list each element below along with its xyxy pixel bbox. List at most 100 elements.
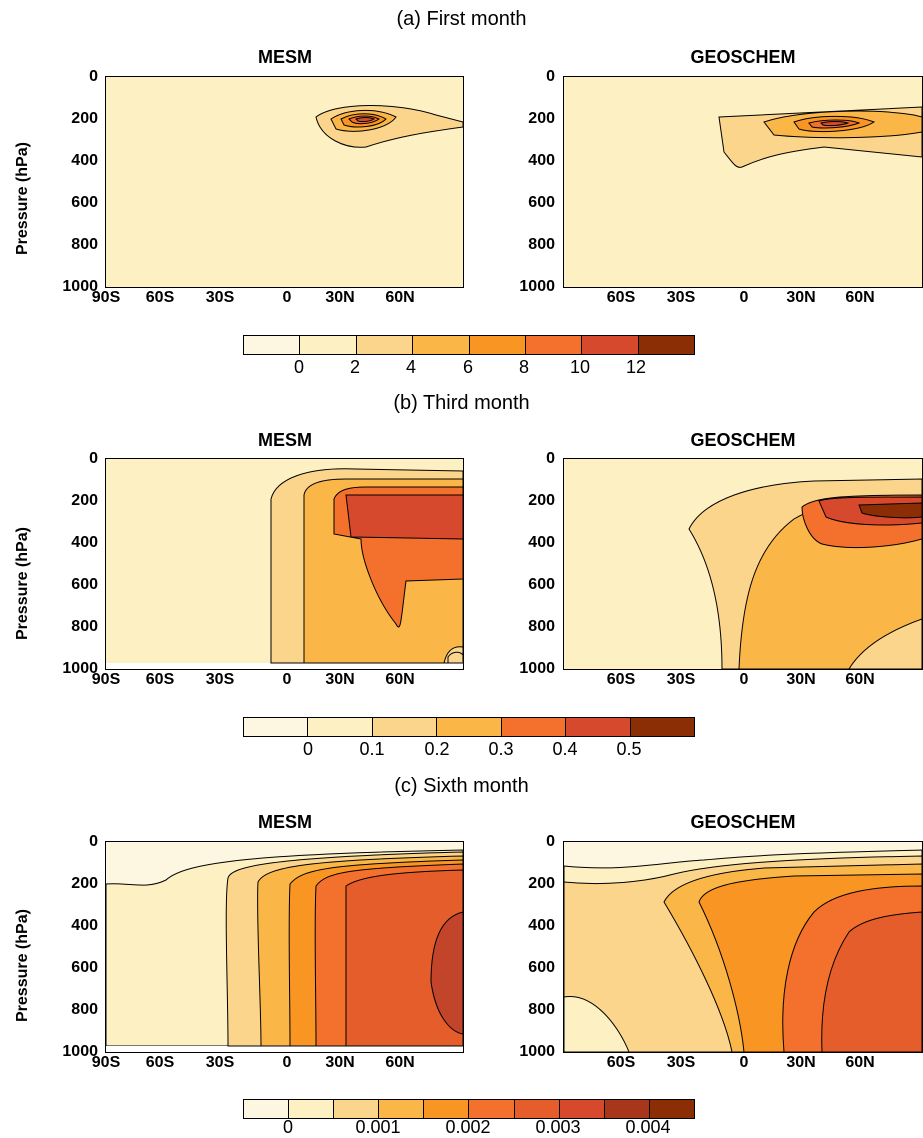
row-b-left-title: MESM (258, 430, 312, 450)
row-b-left-ytick: 600 (71, 576, 98, 593)
row-c-right-title: GEOSCHEM (690, 812, 796, 832)
row-a-ylabel: Pressure (hPa) (14, 142, 31, 255)
contour-low (447, 651, 463, 664)
row-c-colorbar (243, 1099, 695, 1119)
row-c-left-xtick: 0 (282, 1054, 292, 1071)
row-b-mesm-plot (105, 458, 464, 670)
contour-05 (858, 502, 922, 519)
row-b-right-xtick: 60N (845, 671, 875, 688)
row-b-ylabel: Pressure (hPa) (14, 527, 31, 640)
colorbar-cell (559, 1100, 605, 1118)
row-c-right-ytick: 200 (528, 875, 555, 892)
row-a-left-xtick: 30S (205, 289, 235, 306)
row-c-left-ytick: 200 (71, 875, 98, 892)
row-a-right-ytick: 200 (528, 110, 555, 127)
row-c-right-xtick: 60S (606, 1054, 636, 1071)
row-b-colorbar (243, 717, 695, 737)
row-a-colorbar-label: 0 (293, 357, 304, 377)
row-b-left-ytick: 800 (71, 618, 98, 635)
row-b-left-ytick: 200 (71, 492, 98, 509)
row-a-right-ytick: 600 (528, 194, 555, 211)
contour-003 (821, 911, 922, 1052)
row-c-left-title: MESM (258, 812, 312, 832)
row-a-colorbar (243, 335, 695, 355)
row-a-left-ytick: 600 (71, 194, 98, 211)
row-a-left-ytick: 0 (89, 68, 98, 85)
row-a-right-xtick: 60S (606, 289, 636, 306)
row-b-left-ytick: 0 (89, 450, 98, 467)
row-a-colorbar-label: 12 (625, 357, 647, 377)
row-a-left-xtick: 0 (282, 289, 292, 306)
row-a-colorbar-label: 8 (518, 357, 529, 377)
row-b-colorbar-label: 0.1 (359, 739, 385, 759)
row-c-right-xtick: 60N (845, 1054, 875, 1071)
row-b-left-xtick: 60N (385, 671, 415, 688)
row-c-right-ytick: 0 (546, 833, 555, 850)
colorbar-cell (244, 1100, 290, 1118)
row-a-left-title: MESM (258, 47, 312, 67)
row-c-left-xtick: 60S (145, 1054, 175, 1071)
colorbar-cell (300, 336, 357, 354)
colorbar-cell (413, 336, 470, 354)
colorbar-cell (469, 1100, 515, 1118)
row-c-right-ytick: 600 (528, 959, 555, 976)
row-a-right-xtick: 30S (666, 289, 696, 306)
colorbar-cell (244, 336, 301, 354)
row-c-title: (c) Sixth month (394, 775, 529, 797)
row-b-left-xtick: 0 (282, 671, 292, 688)
contour-0035 (430, 911, 463, 1035)
row-b-right-title: GEOSCHEM (690, 430, 796, 450)
colorbar-cell (244, 718, 309, 736)
row-c-left-ytick: 0 (89, 833, 98, 850)
row-c-left-ytick: 800 (71, 1001, 98, 1018)
row-b-geoschem-plot (563, 458, 923, 670)
row-a-left-ytick: 200 (71, 110, 98, 127)
colorbar-cell (289, 1100, 335, 1118)
row-c-left-ytick: 600 (71, 959, 98, 976)
row-a-right-ytick: 800 (528, 236, 555, 253)
row-a-right-xtick: 60N (845, 289, 875, 306)
colorbar-cell (424, 1100, 470, 1118)
row-c-colorbar-label: 0.003 (535, 1117, 581, 1137)
row-c-right-ytick: 400 (528, 917, 555, 934)
row-b-left-xtick: 30S (205, 671, 235, 688)
row-a-left-ytick: 400 (71, 152, 98, 169)
row-a-title: (a) First month (396, 8, 527, 30)
row-a-right-title: GEOSCHEM (690, 47, 796, 67)
row-a-left-xtick: 60N (385, 289, 415, 306)
row-b-colorbar-label: 0.4 (552, 739, 578, 759)
colorbar-cell (372, 718, 438, 736)
colorbar-cell (525, 336, 583, 354)
row-c-left-ytick: 1000 (62, 1043, 98, 1060)
row-c-right-xtick: 30N (786, 1054, 816, 1071)
colorbar-cell (379, 1100, 425, 1118)
row-a-left-xtick: 30N (325, 289, 355, 306)
colorbar-cell (501, 718, 567, 736)
row-a-left-ytick: 800 (71, 236, 98, 253)
row-b-right-ytick: 400 (528, 534, 555, 551)
contour-003 (345, 869, 463, 1047)
missing-band (106, 1046, 463, 1052)
row-a-right-xtick: 0 (739, 289, 749, 306)
colorbar-cell (308, 718, 373, 736)
row-c-colorbar-label: 0.002 (445, 1117, 491, 1137)
row-a-left-xtick: 90S (91, 289, 121, 306)
contour-04 (345, 494, 463, 540)
row-b-colorbar-label: 0.2 (424, 739, 450, 759)
row-c-left-xtick: 60N (385, 1054, 415, 1071)
row-b-colorbar-label: 0.3 (488, 739, 514, 759)
row-b-left-xtick: 60S (145, 671, 175, 688)
row-a-colorbar-label: 10 (569, 357, 591, 377)
row-b-left-ytick: 1000 (62, 660, 98, 677)
row-b-title: (b) Third month (393, 392, 530, 414)
row-c-left-xtick: 30S (205, 1054, 235, 1071)
colorbar-cell (649, 1100, 694, 1118)
row-c-right-xtick: 0 (739, 1054, 749, 1071)
row-a-right-ytick: 0 (546, 68, 555, 85)
row-b-right-ytick: 600 (528, 576, 555, 593)
row-b-right-ytick: 0 (546, 450, 555, 467)
colorbar-cell (437, 718, 502, 736)
row-b-right-xtick: 0 (739, 671, 749, 688)
row-a-left-xtick: 60S (145, 289, 175, 306)
row-a-right-ytick: 1000 (519, 278, 555, 295)
